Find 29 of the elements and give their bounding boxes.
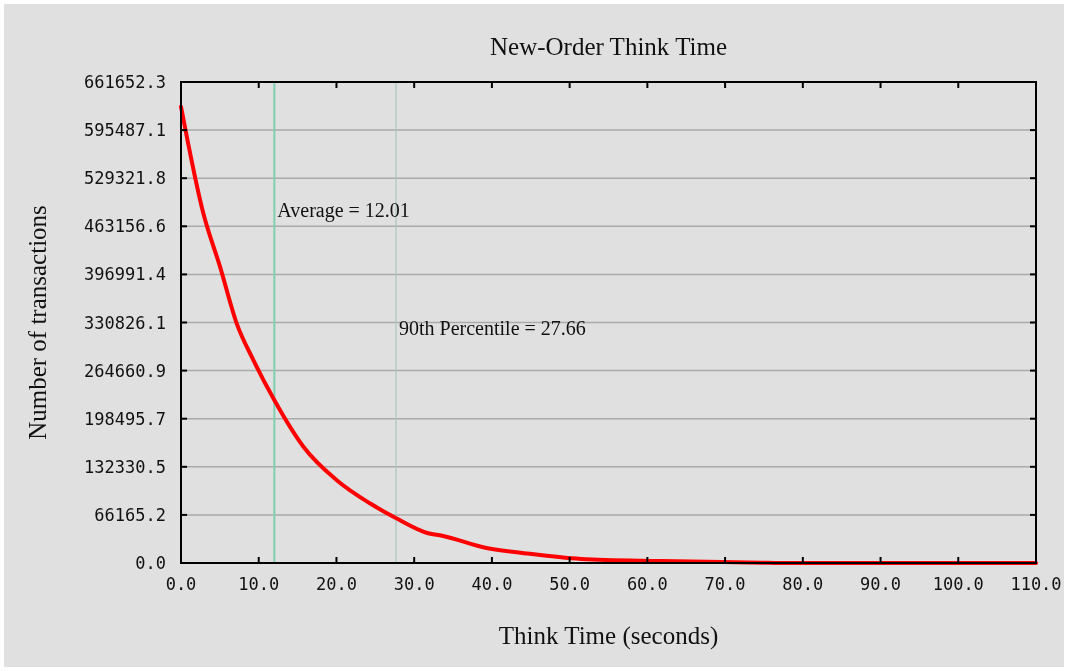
y-tick-label: 661652.3 — [84, 72, 166, 92]
y-tick-label: 330826.1 — [84, 312, 166, 333]
x-tick-label: 40.0 — [471, 574, 513, 594]
y-tick-label: 529321.8 — [84, 168, 166, 189]
y-tick-label: 595487.1 — [84, 120, 166, 141]
x-tick-label: 20.0 — [315, 574, 357, 594]
x-tick-label: 100.0 — [932, 574, 984, 594]
x-tick-label: 110.0 — [1010, 574, 1062, 594]
x-tick-label: 70.0 — [704, 574, 746, 594]
x-axis-title: Think Time (seconds) — [498, 622, 719, 650]
y-tick-label: 198495.7 — [84, 408, 166, 429]
x-tick-label: 80.0 — [782, 574, 824, 594]
x-tick-label: 0.0 — [165, 574, 197, 594]
x-tick-label: 50.0 — [549, 574, 591, 594]
y-tick-label: 66165.2 — [94, 504, 166, 525]
y-axis-title: Number of transactions — [24, 205, 51, 440]
x-tick-label: 10.0 — [238, 574, 280, 594]
x-tick-label: 30.0 — [393, 574, 435, 594]
y-tick-label: 463156.6 — [84, 216, 166, 237]
y-tick-label: 132330.5 — [84, 456, 166, 477]
x-tick-label: 60.0 — [626, 574, 668, 594]
y-tick-label: 396991.4 — [84, 264, 166, 285]
line-series — [179, 104, 1038, 565]
chart-title: New-Order Think Time — [489, 33, 728, 60]
annotation: Average = 12.01 — [277, 198, 410, 222]
x-tick-label: 90.0 — [860, 574, 902, 594]
annotation: 90th Percentile = 27.66 — [398, 316, 586, 339]
y-tick-label: 0.0 — [135, 553, 166, 573]
y-tick-label: 264660.9 — [84, 360, 166, 381]
